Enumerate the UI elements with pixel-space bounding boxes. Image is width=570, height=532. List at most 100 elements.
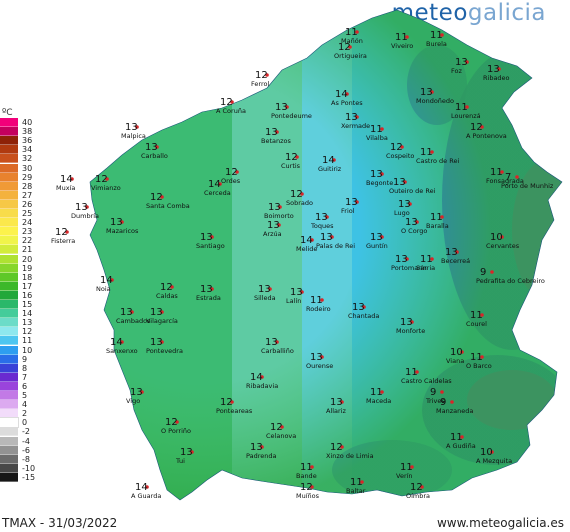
legend-entry: 4: [0, 400, 40, 410]
station-temperature: 12: [300, 482, 313, 493]
station-name: A Coruña: [216, 107, 246, 115]
station-point: [400, 145, 404, 149]
station-point: [460, 435, 464, 439]
station-point: [490, 450, 494, 454]
station-temperature: 14: [322, 155, 335, 166]
legend-entry: 23: [0, 227, 40, 237]
station-point: [380, 172, 384, 176]
station-temperature: 10: [450, 347, 463, 358]
legend-label: 5: [22, 391, 28, 400]
legend-label: 20: [22, 254, 33, 264]
legend-entry: 12: [0, 327, 40, 337]
legend-entry: 36: [0, 136, 40, 146]
station-temperature: 12: [220, 397, 233, 408]
legend-swatch: [0, 254, 18, 264]
station-point: [105, 177, 109, 181]
legend-entry: 29: [0, 172, 40, 182]
station-temperature: 13: [398, 199, 411, 210]
station-name: Malpica: [121, 132, 146, 140]
legend-swatch: [0, 300, 18, 309]
station-temperature: 13: [145, 142, 158, 153]
station-point: [275, 340, 279, 344]
station-temperature: 12: [290, 189, 303, 200]
station-name: Santa Comba: [146, 202, 190, 210]
legend-entry: 21: [0, 245, 40, 255]
station-point: [380, 390, 384, 394]
station-point: [230, 400, 234, 404]
station-temperature: 14: [60, 174, 73, 185]
station-name: Begonte: [366, 179, 393, 187]
legend-swatch: [0, 354, 18, 364]
legend-entry: 10: [0, 345, 40, 355]
station-marker: 10A Mezquita: [476, 447, 512, 465]
legend-swatch: [0, 391, 18, 400]
station-temperature: 10: [480, 447, 493, 458]
legend-label: 26: [22, 199, 33, 209]
station-name: O Porriño: [161, 427, 191, 435]
station-temperature: 12: [270, 422, 283, 433]
station-temperature: 12: [285, 152, 298, 163]
station-name: Ourense: [306, 362, 333, 370]
station-point: [145, 485, 149, 489]
station-point: [415, 220, 419, 224]
station-name: Maceda: [366, 397, 391, 405]
legend-swatch: [0, 199, 18, 209]
station-temperature: 13: [75, 202, 88, 213]
station-point: [218, 182, 222, 186]
station-temperature: 12: [160, 282, 173, 293]
legend-swatch: [0, 381, 18, 391]
station-temperature: 11: [370, 124, 383, 135]
station-point: [440, 215, 444, 219]
legend-entry: 0: [0, 417, 40, 429]
station-point: [340, 400, 344, 404]
station-point: [380, 235, 384, 239]
station-point: [415, 370, 419, 374]
legend-swatch: [0, 454, 18, 464]
station-name: Ribadavia: [246, 382, 278, 390]
station-name: Burela: [426, 40, 447, 48]
station-name: Cervantes: [486, 242, 520, 250]
station-point: [275, 130, 279, 134]
legend-entry: 5: [0, 391, 40, 400]
legend-label: 29: [22, 172, 33, 182]
station-name: Padrenda: [246, 452, 277, 460]
station-temperature: 11: [420, 254, 433, 265]
station-name: Rodeiro: [306, 305, 331, 313]
station-point: [360, 480, 364, 484]
station-point: [310, 238, 314, 242]
station-temperature: 13: [352, 302, 365, 313]
station-temperature: 11: [450, 432, 463, 443]
legend-label: 23: [22, 227, 33, 237]
station-point: [210, 287, 214, 291]
station-name: Becerreá: [441, 257, 470, 265]
station-temperature: 11: [420, 147, 433, 158]
station-point: [140, 390, 144, 394]
station-name: Noia: [96, 285, 111, 293]
station-point: [403, 180, 407, 184]
station-temperature: 13: [130, 387, 143, 398]
website-link[interactable]: www.meteogalicia.es: [436, 516, 564, 530]
station-temperature: 13: [200, 232, 213, 243]
station-name: Boimorto: [264, 212, 294, 220]
legend-swatch: [0, 318, 18, 328]
galicia-map-svg: 11Mañón13Xermade14Guitiriz11Vilalba13Rib…: [51, 9, 563, 501]
station-temperature: 11: [455, 102, 468, 113]
station-temperature: 12: [55, 227, 68, 238]
